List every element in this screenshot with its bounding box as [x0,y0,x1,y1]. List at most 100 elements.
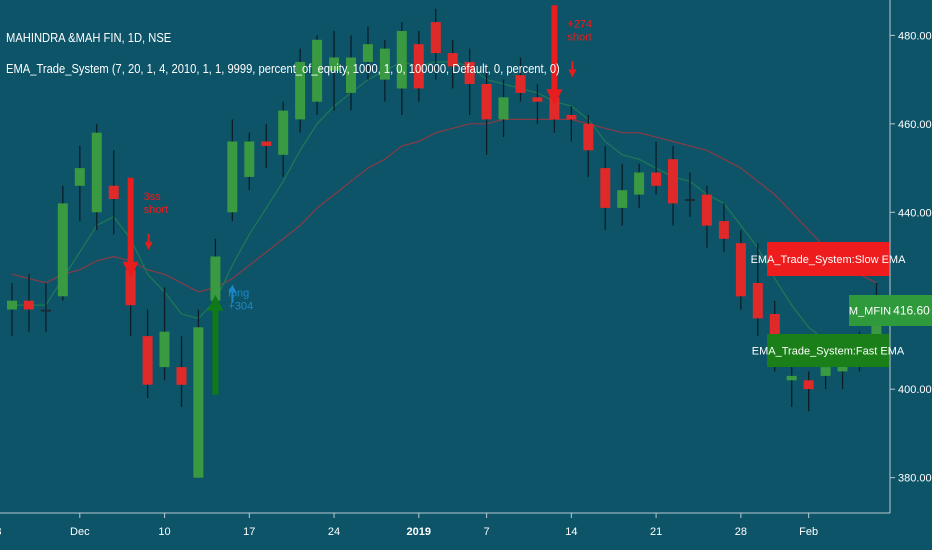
candle-body [413,44,424,89]
signal-label: +274 [567,18,592,30]
fast-ema-line [12,61,877,350]
fast-ema-tag-box [767,334,889,367]
time-tick-label: 10 [158,526,170,538]
candle-body [430,22,441,54]
candle-body [176,367,187,385]
candle [515,57,526,102]
candle-body [379,48,390,80]
candle-body [329,57,340,71]
candle-body [600,168,611,208]
candle-body [40,309,51,312]
slow-ema-tag-box [767,242,889,276]
chart-title: MAHINDRA &MAH FIN, 1D, NSE [6,30,172,45]
candle [261,123,272,169]
slow-ema-line [11,118,877,293]
candle [481,66,492,155]
candle [227,119,238,222]
candle-body [108,185,119,199]
candle-body [7,300,17,310]
candle [685,172,695,217]
time-tick-label: 7 [484,526,490,538]
small-arrow-icon [144,233,153,251]
time-tick-label: 14 [565,526,577,538]
candle [108,150,119,235]
candle-body [362,44,373,62]
candle-body [464,61,475,84]
candle-body [634,172,645,195]
candle [735,229,746,310]
candle-body [91,132,102,213]
candle-body [515,75,526,93]
symbol-tag-text: M_MFIN [849,306,891,318]
slow-ema-tag-text: EMA_Trade_System:Slow EMA [751,254,907,266]
candle [142,309,153,399]
signal-label: 3ss [144,191,162,203]
candle [583,114,594,177]
study-label: EMA_Trade_System (7, 20, 1, 4, 2010, 1, … [6,61,560,76]
candle [498,79,509,138]
price-tick-label: 400.00 [898,384,932,396]
candle-body [396,31,407,89]
candle-body [685,199,695,201]
candle [430,8,441,80]
candle [803,371,814,412]
candle-body [142,336,153,385]
candle [278,101,289,177]
candle [57,185,68,301]
time-tick-label: 2019 [407,526,431,538]
candle [701,185,712,248]
price-tick-label: 480.00 [898,30,932,42]
candle [91,123,102,230]
candle [193,309,204,478]
signal-label: +304 [228,301,253,313]
candle-body [786,375,797,381]
candle-body [346,57,356,93]
candle-body [125,269,136,306]
candle-body [159,331,170,368]
candle-body [583,123,594,151]
fast-ema-tag: EMA_Trade_System:Fast EMA [752,334,905,367]
small-arrow-icon [568,61,577,78]
candle-body [227,141,238,213]
candle-body [668,159,678,204]
candle [600,145,611,230]
candle [295,48,306,133]
candle [23,274,34,332]
candle-body [820,367,831,376]
candle [668,145,678,226]
candle-body [718,221,729,239]
candle [786,367,797,407]
price-axis-background [890,0,932,513]
candle-body [701,194,712,226]
time-tick-label: 17 [243,526,255,538]
fast-ema-tag-text: EMA_Trade_System:Fast EMA [752,346,905,358]
candle [159,287,170,381]
slow-ema-tag: EMA_Trade_System:Slow EMA [751,242,907,276]
candle [617,163,628,226]
candle [634,163,645,208]
symbol-tag-box [849,295,891,326]
candle [74,145,85,222]
time-axis: 3 Dec 10 17 24 2019 7 14 21 28 Feb [0,512,890,538]
signal-label: short [567,31,591,43]
small-arrow-icon [228,284,237,303]
candle-body [481,84,492,120]
candle [7,283,17,337]
candle-body [498,97,509,120]
candle [312,35,323,115]
candle-body [23,300,34,310]
candle-body [752,283,763,319]
candle [651,141,662,195]
candle [329,30,340,111]
time-tick-label: Dec [70,526,90,538]
time-tick-label: 21 [650,526,662,538]
candle-body [803,380,814,390]
time-tick-label: 24 [328,526,340,538]
candle-body [532,97,543,102]
candle [40,283,51,332]
candle [362,26,373,80]
candle-body [447,53,458,67]
